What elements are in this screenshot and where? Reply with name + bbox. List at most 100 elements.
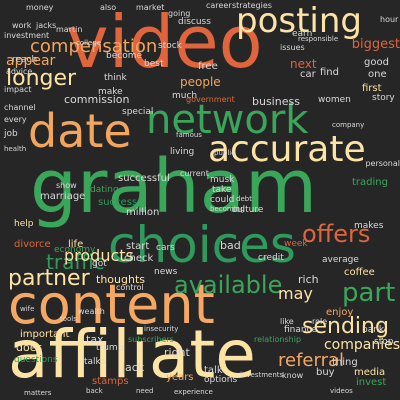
- word-control: control: [116, 283, 144, 292]
- word-stock: stock: [158, 41, 182, 51]
- word-car: car: [300, 69, 316, 80]
- word-like: like: [280, 317, 294, 326]
- word-available: available: [174, 271, 283, 299]
- word-make: make: [98, 87, 123, 97]
- word-does: does: [16, 341, 43, 354]
- word-compensation: compensation: [30, 36, 158, 57]
- word-talks: talks: [84, 357, 106, 367]
- word-story: story: [372, 93, 395, 103]
- word-million: million: [126, 207, 160, 218]
- word-strategies: strategies: [232, 1, 272, 10]
- word-makes: makes: [354, 221, 384, 231]
- word-appear: appear: [6, 53, 56, 69]
- word-marriage: marriage: [40, 191, 86, 202]
- word-biggest: biggest: [351, 37, 400, 52]
- word-subscribers: subscribers: [128, 335, 174, 344]
- word-career: career: [206, 1, 232, 10]
- word-channel: channel: [4, 103, 36, 112]
- word-college: college: [76, 39, 102, 47]
- word-could: could: [210, 195, 235, 205]
- word-tax: tax: [86, 333, 104, 346]
- word-referral: referral: [278, 350, 345, 371]
- word-becoming: becoming: [210, 205, 245, 213]
- word-discuss: discuss: [178, 17, 211, 27]
- word-musk: musk: [210, 175, 235, 185]
- word-investments: investments: [240, 371, 284, 379]
- word-commission: commission: [64, 93, 130, 106]
- word-market: market: [136, 3, 165, 12]
- word-job: job: [4, 129, 18, 139]
- word-talk: talk: [204, 365, 223, 376]
- word-enjoy: enjoy: [326, 307, 354, 318]
- word-one: one: [368, 69, 387, 80]
- word-finance: finance: [284, 325, 318, 335]
- word-choices: choices: [108, 216, 296, 274]
- word-network: network: [146, 97, 309, 143]
- word-dating: dating: [90, 185, 119, 195]
- word-credit: credit: [258, 253, 284, 263]
- word-options: options: [204, 375, 238, 385]
- word-cars: cars: [156, 243, 175, 253]
- word-longer: longer: [6, 66, 77, 91]
- word-take: take: [212, 185, 232, 195]
- word-wealth: wealth: [78, 307, 105, 316]
- word-next: next: [290, 57, 317, 71]
- word-show: show: [56, 181, 77, 190]
- word-date: date: [28, 104, 132, 158]
- word-divorce: divorce: [14, 239, 51, 250]
- word-stamps: stamps: [92, 376, 129, 387]
- word-hour: hour: [380, 15, 399, 24]
- word-media: media: [354, 367, 386, 378]
- word-culture: culture: [232, 205, 264, 215]
- word-reach: reach: [12, 55, 38, 65]
- word-start: start: [126, 241, 150, 252]
- word-current: current: [180, 169, 209, 178]
- word-companies: companies: [323, 337, 400, 353]
- word-trading: trading: [352, 177, 388, 188]
- word-going: going: [168, 9, 191, 18]
- word-products: products: [64, 246, 134, 265]
- word-relationship: relationship: [254, 335, 302, 344]
- word-matters: matters: [24, 389, 52, 397]
- word-best: best: [144, 59, 164, 69]
- word-thing: thing: [332, 357, 358, 368]
- word-questions: questions: [14, 355, 58, 365]
- word-right: right: [164, 346, 190, 359]
- word-martin: martin: [56, 25, 83, 34]
- word-graham: graham: [30, 144, 318, 230]
- word-wife: wife: [20, 305, 35, 313]
- word-tools: tools: [60, 315, 77, 323]
- word-famous: famous: [176, 131, 202, 139]
- word-partner: partner: [8, 266, 90, 291]
- word-advice: advice: [6, 67, 33, 76]
- word-videos: videos: [330, 387, 353, 395]
- word-debt: debt: [236, 195, 252, 203]
- word-got: got: [92, 259, 107, 269]
- word-role: role: [312, 317, 328, 326]
- word-week: week: [284, 239, 308, 249]
- word-jack: jack: [122, 361, 145, 374]
- word-personal: personal: [365, 159, 400, 168]
- word-earn: earn: [292, 29, 313, 39]
- word-experience: experience: [174, 388, 213, 396]
- word-invest: invest: [356, 377, 387, 388]
- word-stop: stop: [374, 337, 394, 347]
- word-back: back: [86, 387, 103, 395]
- word-years: years: [166, 372, 194, 383]
- word-work: work: [12, 21, 32, 30]
- word-government: government: [186, 95, 235, 104]
- word-know: know: [282, 371, 304, 380]
- word-issues: issues: [280, 43, 305, 52]
- word-life: life: [68, 239, 84, 250]
- word-women: women: [318, 95, 351, 105]
- word-offers: offers: [302, 220, 371, 248]
- word-much: much: [172, 91, 198, 101]
- word-people: people: [180, 75, 221, 89]
- word-public: public: [214, 149, 236, 157]
- word-living: living: [170, 147, 195, 157]
- word-news: news: [154, 267, 178, 277]
- word-accurate: accurate: [208, 129, 366, 170]
- word-need: need: [136, 387, 154, 395]
- word-jacks: jacks: [36, 21, 57, 30]
